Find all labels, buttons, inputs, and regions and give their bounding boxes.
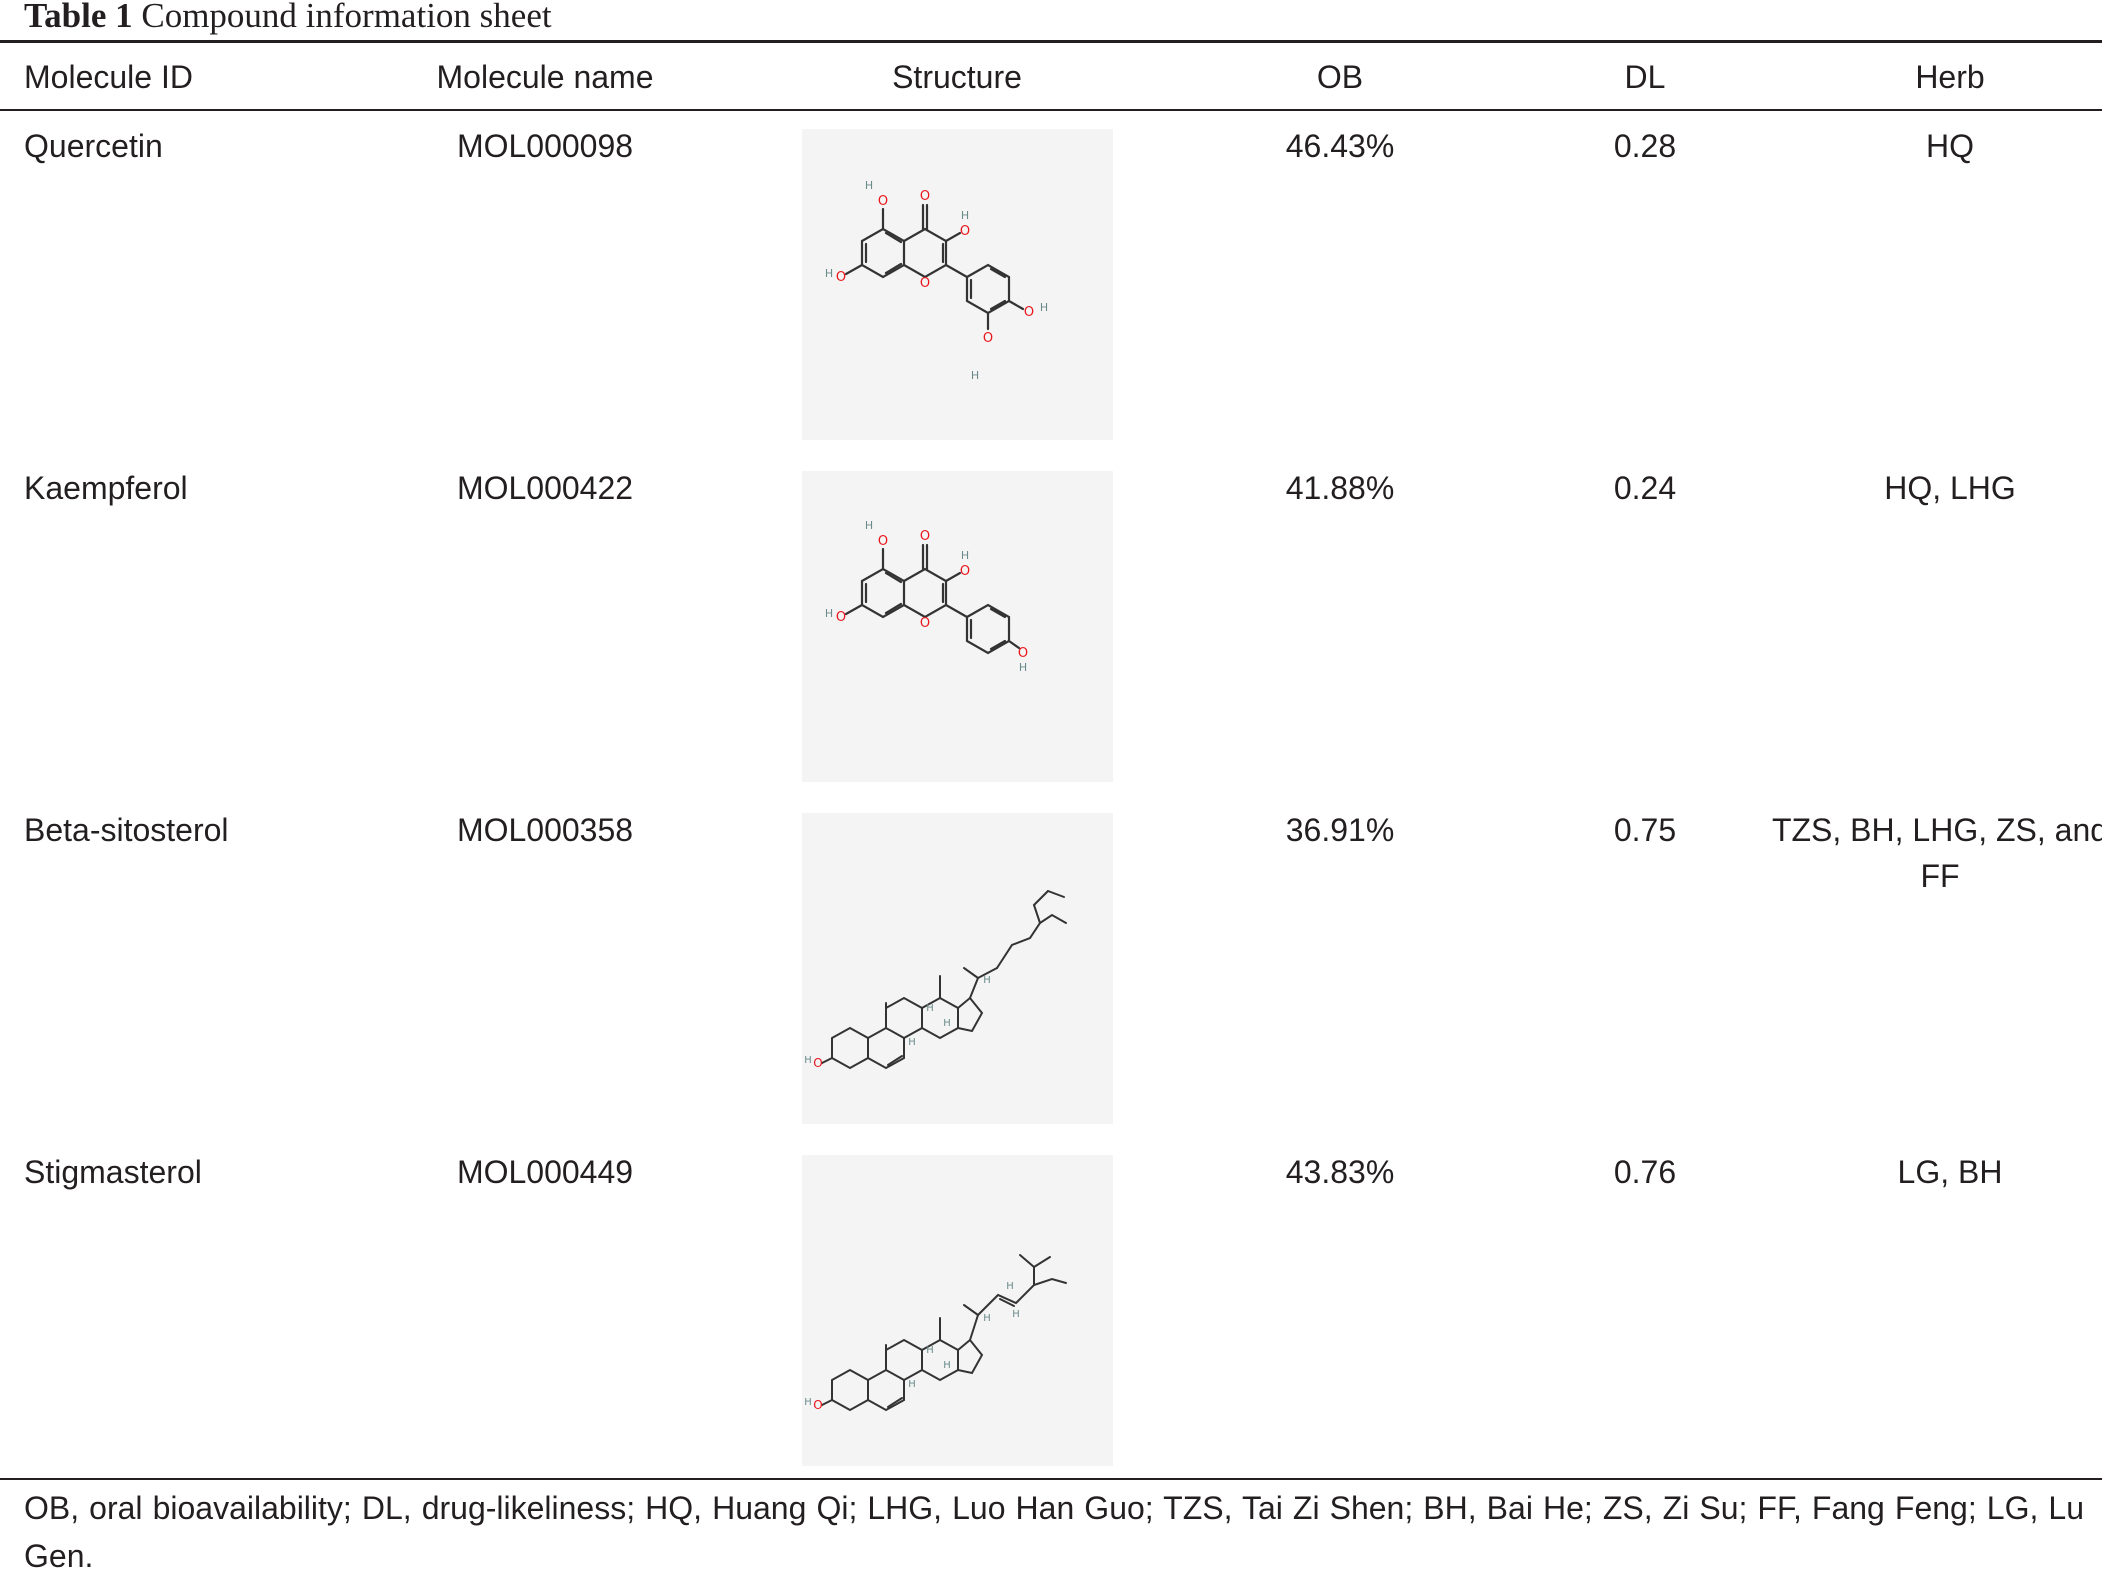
molecule-id-cell: Quercetin	[24, 128, 163, 164]
table-caption-label: Table 1	[24, 0, 133, 35]
beta-sitosterol-structure-icon: O H H H H H	[802, 813, 1113, 1124]
svg-text:O: O	[813, 1056, 822, 1070]
svg-text:H: H	[926, 1003, 934, 1014]
svg-text:H: H	[961, 209, 969, 222]
molecule-name-cell: MOL000449	[456, 1154, 634, 1190]
ob-cell: 46.43%	[1285, 128, 1395, 164]
top-rule	[0, 40, 2102, 43]
header-rule	[0, 109, 2102, 111]
svg-text:O: O	[920, 189, 930, 204]
dl-cell: 0.28	[1613, 128, 1677, 164]
svg-text:O: O	[836, 270, 846, 285]
svg-text:O: O	[920, 616, 930, 631]
svg-text:O: O	[920, 529, 930, 544]
table-footnote: OB, oral bioavailability; DL, drug-likel…	[24, 1490, 2084, 1574]
svg-text:H: H	[961, 549, 969, 562]
svg-text:H: H	[908, 1379, 916, 1390]
svg-text:H: H	[943, 1018, 951, 1029]
molecule-name-cell: MOL000358	[456, 812, 634, 848]
svg-text:O: O	[960, 224, 970, 239]
svg-text:O: O	[813, 1398, 822, 1412]
svg-text:O: O	[878, 534, 888, 549]
svg-text:O: O	[878, 194, 888, 209]
svg-text:H: H	[1012, 1309, 1020, 1320]
svg-text:H: H	[825, 267, 833, 280]
dl-cell: 0.24	[1613, 470, 1677, 506]
svg-text:H: H	[983, 1313, 991, 1324]
herb-cell: HQ	[1926, 128, 1974, 164]
svg-text:H: H	[1019, 661, 1027, 674]
svg-text:H: H	[983, 975, 991, 986]
svg-text:O: O	[960, 564, 970, 579]
molecule-id-cell: Stigmasterol	[24, 1154, 202, 1190]
stigmasterol-structure-icon: O H H H H H H H	[802, 1155, 1113, 1466]
svg-text:H: H	[865, 519, 873, 532]
kaempferol-structure-icon: O O H O H O O H O H	[802, 471, 1113, 782]
svg-text:H: H	[971, 369, 979, 382]
ob-cell: 41.88%	[1285, 470, 1395, 506]
molecule-name-cell: MOL000098	[456, 128, 634, 164]
herb-cell: TZS, BH, LHG, ZS, and FF	[1771, 812, 2102, 894]
svg-text:H: H	[943, 1360, 951, 1371]
header-ob: OB	[1316, 59, 1364, 95]
table-caption-text: Compound information sheet	[141, 0, 552, 35]
dl-cell: 0.76	[1613, 1154, 1677, 1190]
ob-cell: 36.91%	[1285, 812, 1395, 848]
svg-text:O: O	[1018, 646, 1028, 661]
molecule-id-cell: Kaempferol	[24, 470, 188, 506]
svg-text:H: H	[1040, 301, 1048, 314]
svg-text:H: H	[804, 1397, 812, 1408]
svg-text:H: H	[825, 607, 833, 620]
bottom-rule	[0, 1478, 2102, 1480]
svg-text:O: O	[836, 610, 846, 625]
svg-text:H: H	[908, 1037, 916, 1048]
table-caption: Table 1 Compound information sheet	[24, 0, 552, 36]
header-molecule-name: Molecule name	[436, 59, 654, 95]
svg-text:H: H	[1006, 1281, 1014, 1292]
herb-cell: HQ, LHG	[1884, 470, 2016, 506]
herb-cell: LG, BH	[1897, 1154, 2003, 1190]
svg-text:O: O	[983, 331, 993, 346]
molecule-name-cell: MOL000422	[456, 470, 634, 506]
svg-text:H: H	[865, 179, 873, 192]
svg-text:O: O	[920, 276, 930, 291]
ob-cell: 43.83%	[1285, 1154, 1395, 1190]
svg-text:O: O	[1024, 305, 1034, 320]
dl-cell: 0.75	[1613, 812, 1677, 848]
molecule-id-cell: Beta-sitosterol	[24, 812, 229, 848]
quercetin-structure-icon: O O H O H O O H O H O H	[802, 129, 1113, 440]
svg-text:H: H	[804, 1055, 812, 1066]
header-molecule-id: Molecule ID	[24, 59, 193, 95]
svg-text:H: H	[926, 1345, 934, 1356]
header-structure: Structure	[892, 59, 1022, 95]
header-dl: DL	[1624, 59, 1666, 95]
header-herb: Herb	[1915, 59, 1985, 95]
